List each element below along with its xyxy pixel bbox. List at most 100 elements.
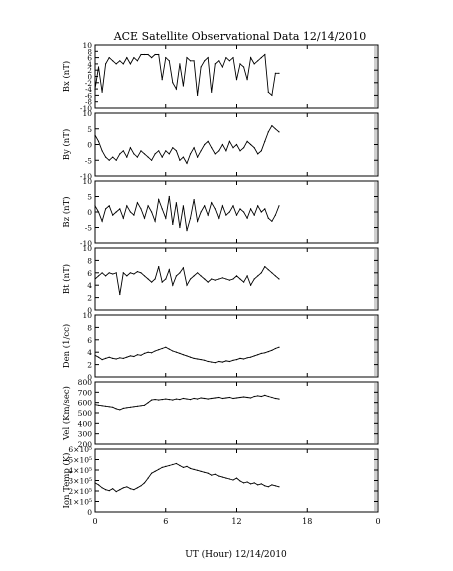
y-tick-label: -10 xyxy=(80,172,92,181)
data-point xyxy=(108,406,110,408)
data-point xyxy=(189,60,192,62)
data-point xyxy=(186,162,188,164)
data-point xyxy=(168,348,170,350)
data-point xyxy=(232,147,234,149)
data-point xyxy=(200,275,202,277)
data-point xyxy=(197,220,199,222)
data-point xyxy=(235,275,238,277)
data-point xyxy=(182,156,184,158)
data-point xyxy=(140,354,142,356)
data-point xyxy=(278,398,280,400)
data-point xyxy=(143,153,146,155)
x-axis-label: UT (Hour) 12/14/2010 xyxy=(185,549,287,560)
data-point xyxy=(161,466,163,468)
data-point xyxy=(250,143,252,146)
data-point xyxy=(239,63,241,65)
data-point xyxy=(225,150,227,152)
data-point xyxy=(232,205,234,207)
data-point xyxy=(133,406,135,408)
data-point xyxy=(108,159,110,161)
data-point xyxy=(239,357,241,359)
data-point xyxy=(115,358,117,360)
data-point xyxy=(207,57,209,59)
data-point xyxy=(267,486,269,488)
data-point xyxy=(239,396,241,399)
data-point xyxy=(260,272,262,274)
data-point xyxy=(260,352,262,354)
data-point xyxy=(207,398,209,400)
panel-edge-strip xyxy=(374,249,377,309)
data-point xyxy=(179,272,181,274)
data-point xyxy=(239,208,241,210)
data-point xyxy=(161,347,163,350)
data-point xyxy=(197,358,199,360)
data-point xyxy=(214,208,216,210)
data-point xyxy=(200,470,202,472)
y-tick-label: 0 xyxy=(87,141,92,150)
y-tick-label: 10 xyxy=(82,311,92,320)
y-tick-label: -2 xyxy=(85,79,93,88)
data-point xyxy=(243,147,245,149)
data-point xyxy=(260,57,262,59)
data-point xyxy=(271,396,273,399)
data-point xyxy=(122,272,124,274)
data-point xyxy=(211,278,213,280)
data-point xyxy=(218,60,220,62)
panel-frame xyxy=(94,448,379,513)
data-point xyxy=(101,91,103,93)
data-point xyxy=(97,211,100,213)
data-point xyxy=(182,466,184,468)
y-tick-label: -10 xyxy=(80,239,92,248)
y-tick-label: 5×10⁵ xyxy=(68,456,92,465)
data-point xyxy=(207,214,209,216)
data-point xyxy=(133,355,135,358)
data-point xyxy=(182,85,184,87)
data-point xyxy=(147,351,149,353)
data-point xyxy=(158,468,160,470)
data-point xyxy=(246,481,248,483)
data-point xyxy=(154,220,156,222)
y-tick-label: 0 xyxy=(87,508,92,517)
data-point xyxy=(235,397,238,399)
data-point xyxy=(179,226,181,229)
data-point xyxy=(218,396,220,399)
data-point xyxy=(165,57,167,59)
data-point xyxy=(172,147,174,149)
data-point xyxy=(200,150,202,152)
data-point xyxy=(161,399,163,401)
data-point xyxy=(214,63,216,65)
y-tick-label: 300 xyxy=(78,430,93,439)
data-point xyxy=(204,60,206,62)
data-point xyxy=(186,398,188,400)
x-tick-label: 6 xyxy=(163,517,168,526)
data-point xyxy=(129,211,131,213)
data-point xyxy=(246,357,248,359)
data-point xyxy=(221,205,223,207)
data-point xyxy=(158,199,160,201)
data-point xyxy=(260,395,262,398)
panel-4: 10 8 6 4 2 0 Bt (nT) xyxy=(61,244,379,315)
data-point xyxy=(165,465,167,467)
data-point xyxy=(274,347,276,350)
data-point xyxy=(232,359,234,361)
y-axis-label: By (nT) xyxy=(61,129,72,161)
data-point xyxy=(221,361,223,363)
data-point xyxy=(250,397,252,399)
data-point xyxy=(94,88,96,90)
data-point xyxy=(154,278,156,280)
y-minor-tick-label: 0 xyxy=(88,74,92,82)
data-point xyxy=(253,395,255,398)
data-point xyxy=(175,275,177,277)
data-point xyxy=(211,474,213,476)
data-point xyxy=(122,357,124,359)
data-point xyxy=(193,275,195,277)
data-point xyxy=(218,360,220,363)
data-point xyxy=(158,150,160,152)
data-point xyxy=(243,396,245,398)
data-point xyxy=(140,150,142,152)
data-point xyxy=(214,362,216,364)
x-tick-label: 0 xyxy=(92,517,97,526)
